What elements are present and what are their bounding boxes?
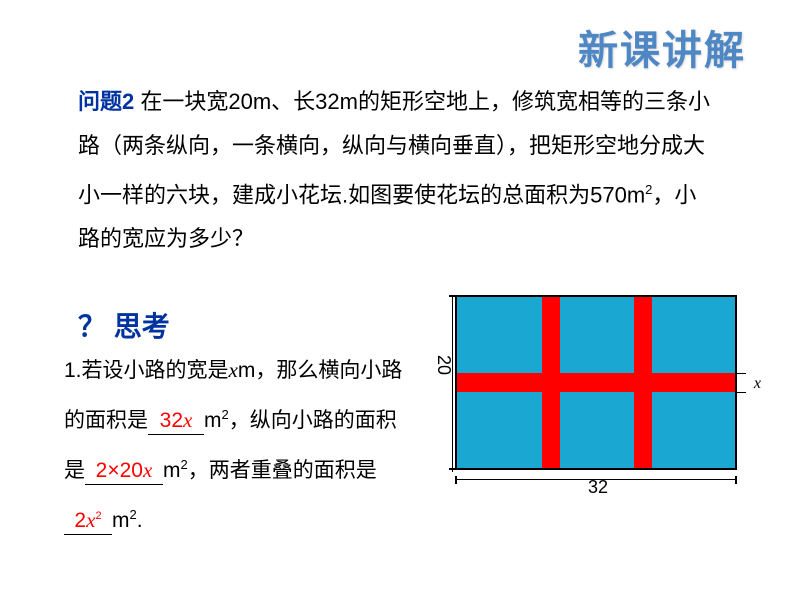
dim-line-left — [452, 297, 453, 472]
question-1: 1.若设小路的宽是xm，那么横向小路的面积是32xm2，纵向小路的面积是2×20… — [64, 348, 404, 543]
problem-body-1: 在一块宽20m、长32m的矩形空地上，修筑宽相等的三条小路（两条纵向，一条横向，… — [78, 89, 710, 207]
q1-blank1: 32x — [148, 407, 204, 435]
think-title: ？ 思考 — [78, 305, 170, 345]
think-qmark: ？ — [78, 312, 106, 343]
dim-x-tick-top — [736, 373, 746, 374]
think-label: 思考 — [114, 311, 170, 342]
q1-p3b: ，两者重叠的面积是 — [188, 459, 377, 482]
q1-blank2: 2×20x — [85, 457, 163, 485]
problem-text: 问题2 在一块宽20m、长32m的矩形空地上，修筑宽相等的三条小路（两条纵向，一… — [78, 80, 718, 261]
q1-p3: m — [163, 459, 181, 482]
horizontal-road — [457, 373, 735, 392]
q1-sup3: 2 — [130, 507, 137, 522]
q1-prefix: 1.若设小路的宽是 — [64, 359, 229, 382]
q1-p4: m — [112, 509, 130, 532]
q1-blank3: 2x2 — [64, 503, 112, 535]
problem-label: 问题2 — [78, 89, 134, 114]
q1-p4b: . — [137, 509, 143, 532]
dim-label-width: 32 — [457, 477, 739, 498]
q1-var: x — [229, 358, 238, 382]
q1-sup1: 2 — [222, 407, 229, 422]
vertical-road-1 — [542, 297, 560, 468]
q1-p2: m — [204, 409, 222, 432]
dim-tick-lb — [449, 468, 455, 470]
diagram: 20 32 x — [445, 295, 771, 525]
q1-sup2: 2 — [181, 457, 188, 472]
vertical-road-2 — [634, 297, 652, 468]
dim-label-height: 20 — [433, 355, 454, 375]
header-title: 新课讲解 — [578, 18, 746, 76]
dim-x-tick-bot — [736, 392, 746, 393]
dim-label-x: x — [754, 375, 761, 393]
dim-tick-lt — [449, 295, 455, 297]
diagram-rect: 20 32 x — [455, 295, 737, 470]
